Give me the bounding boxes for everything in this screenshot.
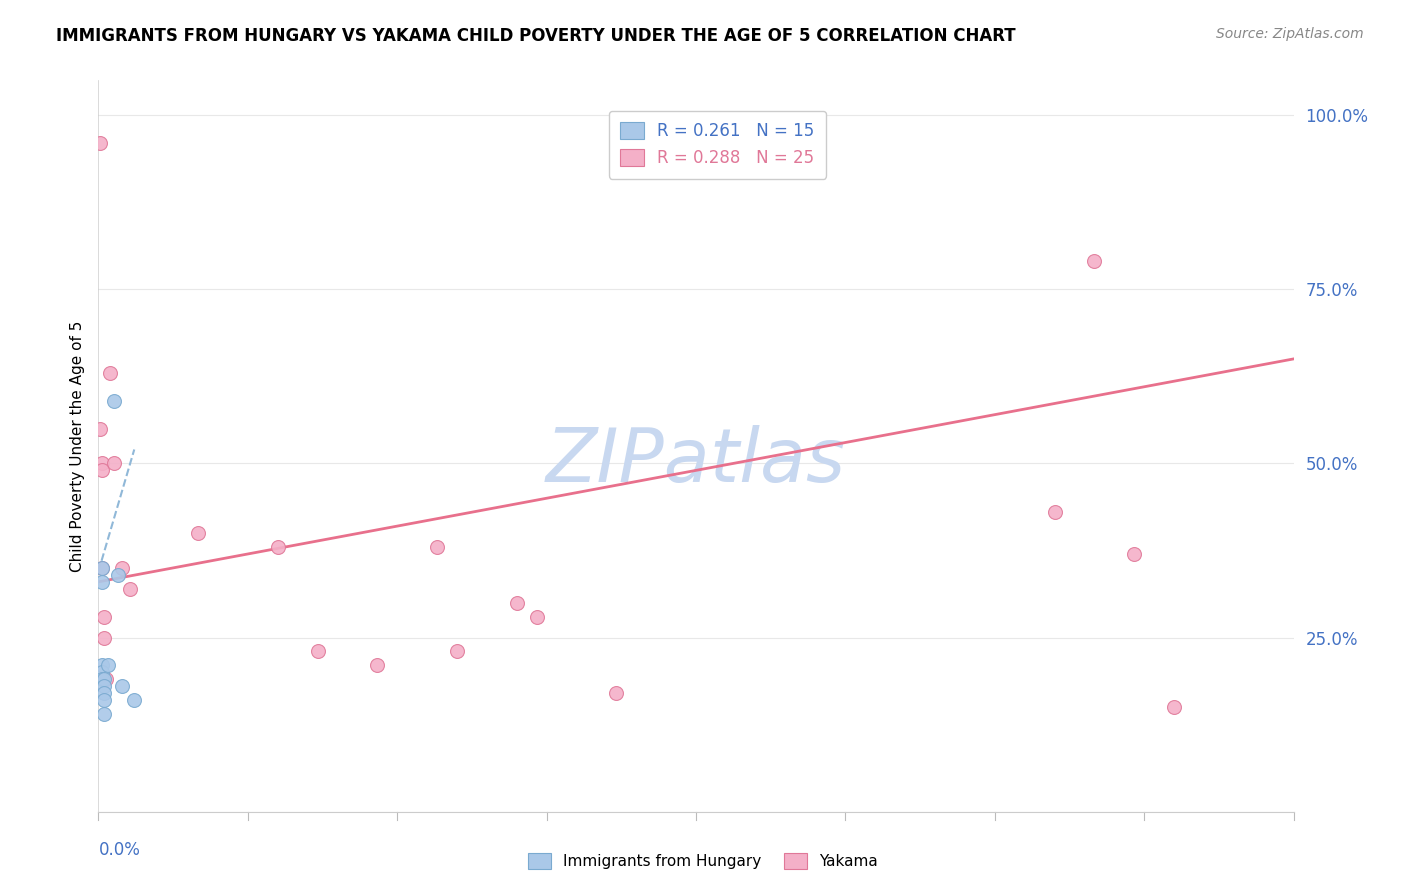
Point [111, 561, 134, 575]
Point [91, 457, 114, 471]
Point [107, 567, 129, 582]
Point [506, 596, 529, 610]
Point [91, 463, 114, 477]
Point [91, 561, 114, 575]
Point [93, 609, 115, 624]
Point [93, 707, 115, 722]
Text: 0.0%: 0.0% [98, 841, 141, 859]
Point [120, 582, 142, 596]
Point [446, 644, 468, 658]
Point [103, 457, 125, 471]
Legend: R = 0.261   N = 15, R = 0.288   N = 25: R = 0.261 N = 15, R = 0.288 N = 25 [609, 111, 825, 178]
Point [91, 561, 114, 575]
Point [605, 686, 627, 700]
Point [111, 679, 134, 693]
Point [1083, 254, 1105, 268]
Text: IMMIGRANTS FROM HUNGARY VS YAKAMA CHILD POVERTY UNDER THE AGE OF 5 CORRELATION C: IMMIGRANTS FROM HUNGARY VS YAKAMA CHILD … [56, 27, 1017, 45]
Point [93, 693, 115, 707]
Point [98, 366, 122, 380]
Text: Source: ZipAtlas.com: Source: ZipAtlas.com [1216, 27, 1364, 41]
Point [93, 686, 115, 700]
Y-axis label: Child Poverty Under the Age of 5: Child Poverty Under the Age of 5 [69, 320, 84, 572]
Point [307, 644, 329, 658]
Point [103, 393, 125, 408]
Point [93, 679, 115, 693]
Point [91, 658, 114, 673]
Point [89, 136, 111, 150]
Legend: Immigrants from Hungary, Yakama: Immigrants from Hungary, Yakama [522, 847, 884, 875]
Point [1163, 700, 1185, 714]
Point [1123, 547, 1146, 561]
Point [91, 673, 114, 687]
Point [267, 540, 290, 554]
Point [426, 540, 449, 554]
Point [89, 421, 111, 435]
Point [93, 631, 115, 645]
Point [91, 574, 114, 589]
Point [1043, 505, 1066, 519]
Point [91, 665, 114, 680]
Point [96, 673, 118, 687]
Point [124, 693, 146, 707]
Point [187, 526, 209, 541]
Text: ZIPatlas: ZIPatlas [546, 425, 846, 497]
Point [93, 673, 115, 687]
Point [366, 658, 388, 673]
Point [97, 658, 120, 673]
Point [526, 609, 548, 624]
